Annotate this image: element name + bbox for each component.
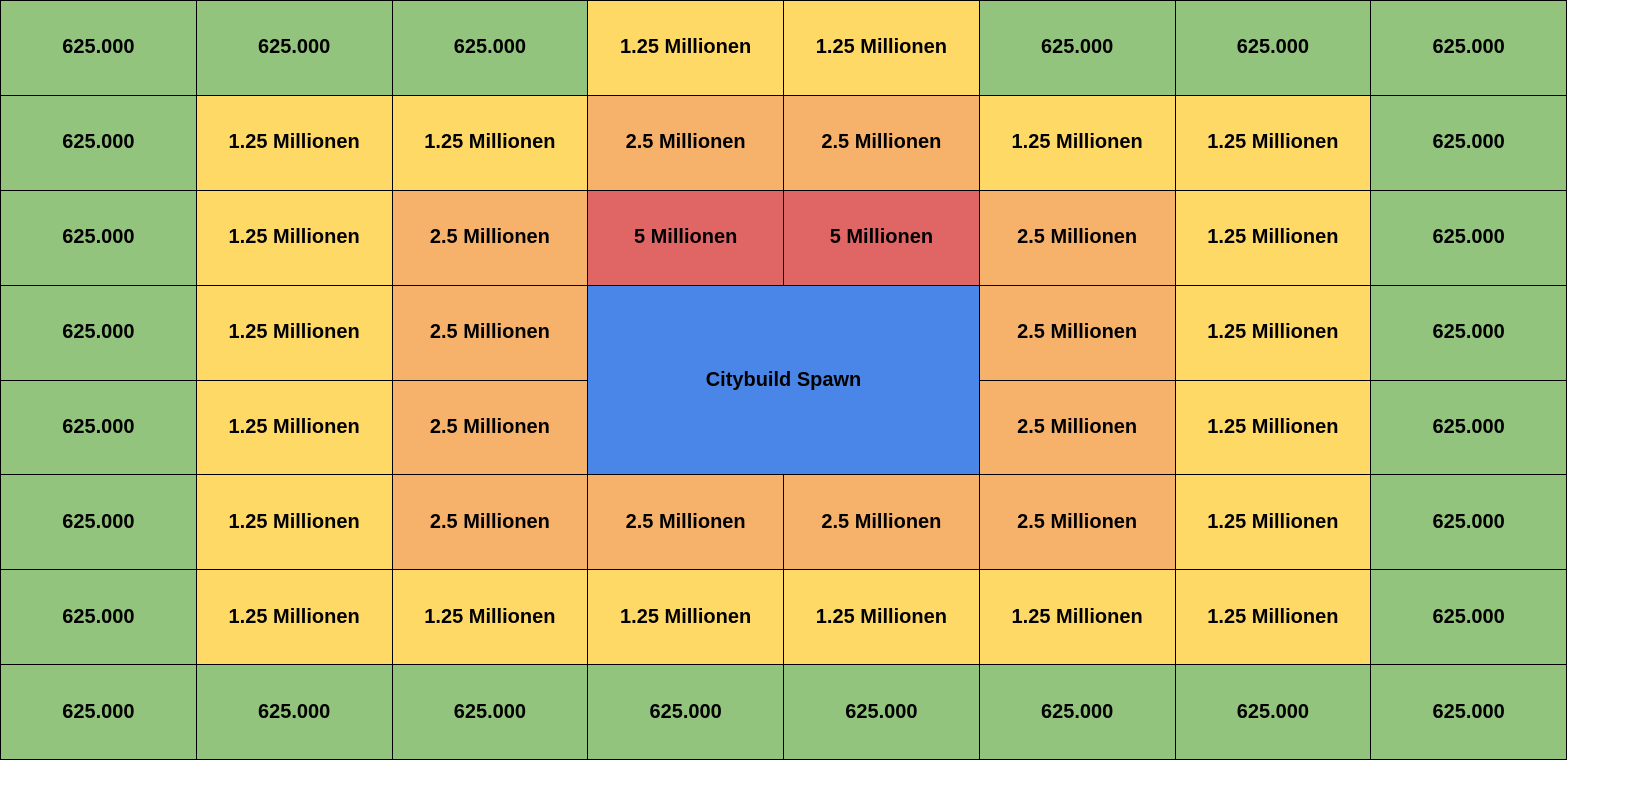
price-zone-cell: 625.000 [1, 665, 197, 760]
price-zone-cell: 1.25 Millionen [392, 570, 589, 666]
price-zone-cell: 625.000 [588, 665, 784, 760]
price-zone-cell: 1.25 Millionen [979, 570, 1176, 666]
price-zone-cell: 625.000 [1371, 380, 1567, 476]
price-zone-cell: 625.000 [1371, 190, 1567, 286]
price-zone-cell: 625.000 [1371, 475, 1567, 571]
price-zone-cell: 2.5 Millionen [392, 380, 589, 476]
price-zone-cell: 2.5 Millionen [784, 475, 980, 571]
price-zone-cell: 1.25 Millionen [392, 95, 589, 191]
price-zone-cell: 625.000 [1, 570, 197, 666]
price-zone-cell: 625.000 [1175, 665, 1372, 760]
price-zone-cell: 625.000 [196, 1, 393, 96]
price-zone-cell: 2.5 Millionen [979, 285, 1176, 381]
price-zone-cell: 1.25 Millionen [784, 570, 980, 666]
price-zone-cell: 1.25 Millionen [588, 1, 784, 96]
price-zone-cell: 1.25 Millionen [1175, 285, 1372, 381]
price-zone-cell: 2.5 Millionen [392, 475, 589, 571]
price-zone-cell: 1.25 Millionen [196, 285, 393, 381]
price-zone-cell: 2.5 Millionen [979, 475, 1176, 571]
price-zone-cell: 625.000 [1, 475, 197, 571]
price-zone-cell: 2.5 Millionen [784, 95, 980, 191]
price-zone-cell: 1.25 Millionen [196, 95, 393, 191]
price-zone-cell: 2.5 Millionen [588, 475, 784, 571]
price-zone-cell: 625.000 [979, 665, 1176, 760]
citybuild-spawn-area: Citybuild Spawn [588, 285, 980, 476]
price-zone-cell: 2.5 Millionen [979, 190, 1176, 286]
price-zone-cell: 5 Millionen [588, 190, 784, 286]
price-zone-cell: 1.25 Millionen [196, 190, 393, 286]
price-zone-cell: 625.000 [1, 95, 197, 191]
price-zone-cell: 625.000 [392, 1, 589, 96]
price-zone-cell: 1.25 Millionen [1175, 380, 1372, 476]
price-zone-cell: 625.000 [1175, 1, 1372, 96]
price-zone-cell: 625.000 [1371, 570, 1567, 666]
price-zone-cell: 625.000 [1, 1, 197, 96]
price-zone-cell: 625.000 [1, 285, 197, 381]
price-zone-cell: 625.000 [1371, 1, 1567, 96]
price-zone-cell: 2.5 Millionen [588, 95, 784, 191]
price-zone-grid: 625.000 625.000 625.000 1.25 Millionen 1.25 … [0, 0, 1567, 760]
price-zone-cell: 625.000 [196, 665, 393, 760]
price-zone-cell: 1.25 Millionen [196, 380, 393, 476]
price-zone-cell: 1.25 Millionen [196, 475, 393, 571]
price-zone-cell: 2.5 Millionen [392, 285, 589, 381]
price-zone-cell: 625.000 [1371, 285, 1567, 381]
price-zone-cell: 625.000 [979, 1, 1176, 96]
price-zone-cell: 1.25 Millionen [979, 95, 1176, 191]
price-zone-cell: 5 Millionen [784, 190, 980, 286]
price-zone-cell: 1.25 Millionen [588, 570, 784, 666]
price-zone-cell: 2.5 Millionen [979, 380, 1176, 476]
price-zone-cell: 2.5 Millionen [392, 190, 589, 286]
price-zone-cell: 625.000 [1, 190, 197, 286]
price-zone-cell: 1.25 Millionen [1175, 95, 1372, 191]
price-zone-cell: 625.000 [1371, 95, 1567, 191]
price-zone-cell: 1.25 Millionen [196, 570, 393, 666]
price-zone-cell: 1.25 Millionen [1175, 475, 1372, 571]
price-zone-cell: 1.25 Millionen [1175, 190, 1372, 286]
price-zone-cell: 1.25 Millionen [784, 1, 980, 96]
price-zone-cell: 625.000 [1371, 665, 1567, 760]
price-zone-cell: 625.000 [784, 665, 980, 760]
price-zone-cell: 625.000 [392, 665, 589, 760]
price-zone-cell: 625.000 [1, 380, 197, 476]
price-zone-cell: 1.25 Millionen [1175, 570, 1372, 666]
